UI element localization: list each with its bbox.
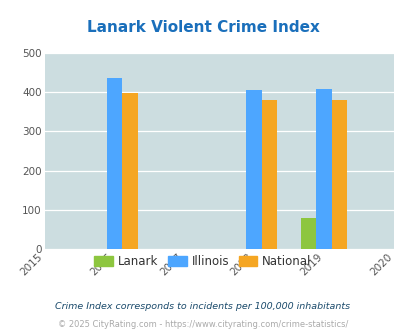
Bar [300, 218, 315, 249]
Legend: Lanark, Illinois, National: Lanark, Illinois, National [90, 250, 315, 273]
Bar [331, 100, 346, 249]
Text: Crime Index corresponds to incidents per 100,000 inhabitants: Crime Index corresponds to incidents per… [55, 302, 350, 311]
Bar [246, 90, 261, 249]
Bar [315, 88, 331, 249]
Bar [122, 93, 137, 249]
Bar [107, 78, 122, 249]
Bar [261, 100, 277, 249]
Text: Lanark Violent Crime Index: Lanark Violent Crime Index [86, 20, 319, 35]
Text: © 2025 CityRating.com - https://www.cityrating.com/crime-statistics/: © 2025 CityRating.com - https://www.city… [58, 319, 347, 329]
